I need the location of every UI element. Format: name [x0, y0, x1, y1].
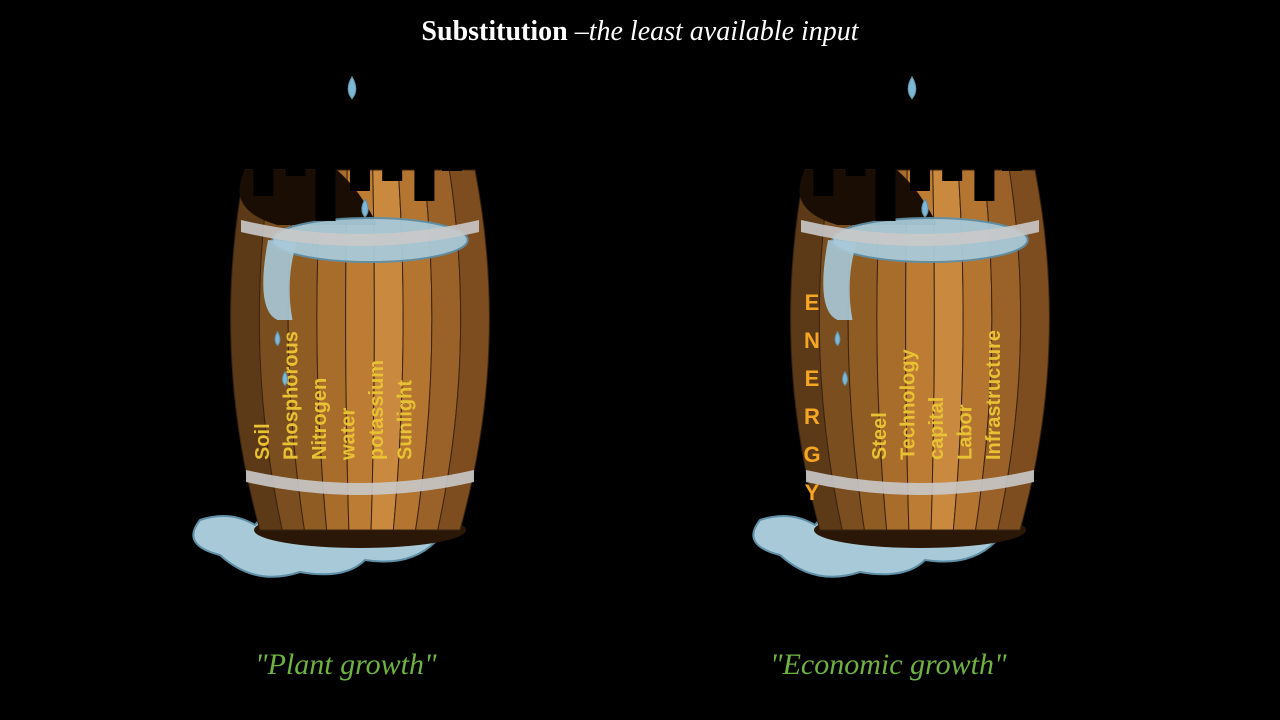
stave-label-water: water	[337, 408, 359, 461]
barrel-svg: Steel Technology capital Labor Infrastructur…	[710, 60, 1130, 620]
stave-label-sunlight: Sunlight	[394, 380, 416, 460]
energy-letter-2: E	[805, 366, 820, 391]
title-rest: –the least available input	[568, 16, 859, 47]
barrel-svg: Soil Phosphorous Nitrogen water potassium Sun…	[150, 60, 570, 620]
energy-letter-4: G	[803, 442, 820, 467]
energy-letter-0: E	[805, 290, 820, 315]
stave-label-soil: Soil	[252, 423, 274, 460]
energy-letter-3: R	[804, 404, 820, 429]
page-title: Substitution –the least available input	[0, 16, 1280, 48]
stave-label-phosphorous: Phosphorous	[280, 331, 302, 460]
stave-label-infrastructure: Infrastructure	[983, 330, 1005, 460]
stave-label-labor: Labor	[954, 404, 976, 460]
stave-label-capital: capital	[926, 397, 948, 460]
title-bold: Substitution	[421, 16, 567, 47]
stave-label-technology: Technology	[897, 348, 919, 460]
stave-label-steel: Steel	[869, 412, 891, 460]
barrel-economic-growth: Steel Technology capital Labor Infrastructur…	[710, 60, 1130, 620]
stave-label-potassium: potassium	[366, 360, 388, 460]
caption-economic-growth: "Economic growth"	[770, 648, 1007, 682]
caption-plant-growth: "Plant growth"	[255, 648, 437, 682]
energy-letter-1: N	[804, 328, 820, 353]
stave-label-nitrogen: Nitrogen	[309, 378, 331, 460]
barrel-plant-growth: Soil Phosphorous Nitrogen water potassium Sun…	[150, 60, 570, 620]
energy-letter-5: Y	[805, 480, 820, 505]
diagram-stage: Substitution –the least available input …	[0, 0, 1280, 720]
